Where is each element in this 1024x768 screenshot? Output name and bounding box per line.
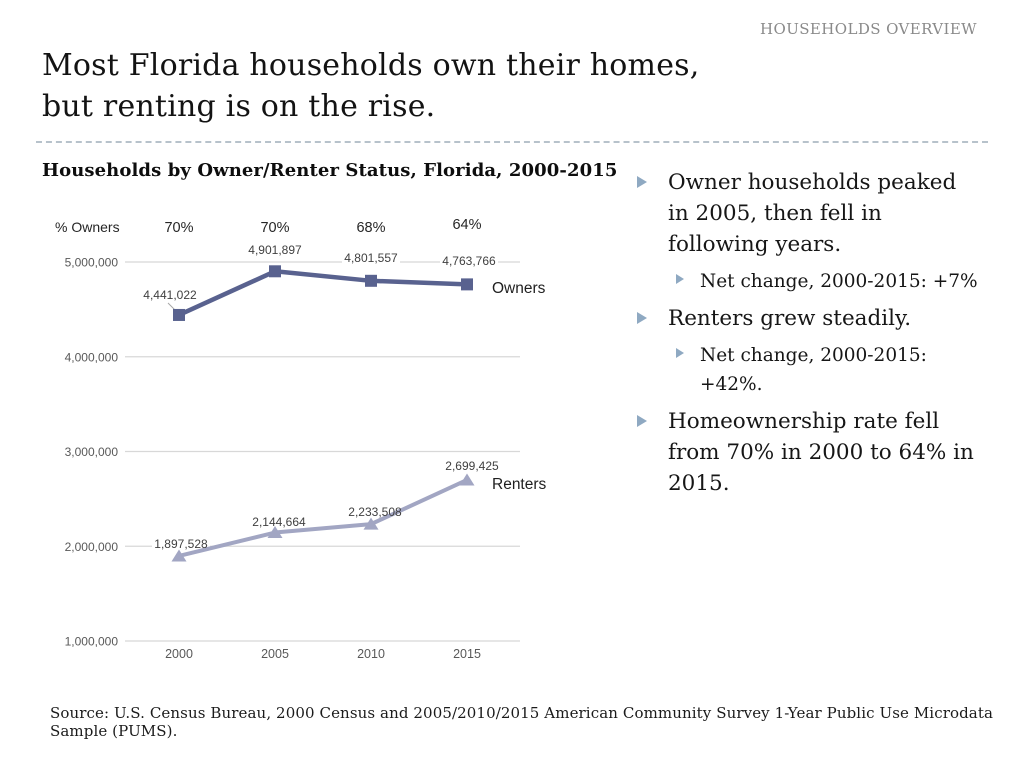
- y-tick-label: 2,000,000: [65, 540, 119, 554]
- data-label: 2,233,508: [348, 505, 402, 519]
- slide-title: Most Florida households own their homes,…: [42, 48, 700, 124]
- source-note: Source: U.S. Census Bureau, 2000 Census …: [50, 704, 994, 740]
- header-label: HOUSEHOLDS OVERVIEW: [760, 20, 977, 38]
- bullet-item: Homeownership rate fell from 70% in 2000…: [630, 406, 1014, 499]
- bullet-text: Homeownership rate fell from 70% in 2000…: [668, 409, 974, 496]
- y-tick-label: 3,000,000: [65, 445, 119, 459]
- bullet-text: Net change, 2000-2015: +7%: [700, 271, 978, 292]
- data-label: 4,801,557: [344, 251, 398, 265]
- data-point-marker: [365, 274, 377, 287]
- bullet-triangle-icon: [637, 415, 647, 427]
- percent-owners-label: % Owners: [55, 219, 120, 235]
- y-tick-label: 5,000,000: [65, 256, 119, 270]
- data-label: 2,699,425: [445, 459, 499, 473]
- series-label-renters: Renters: [492, 476, 547, 493]
- percent-owners-value: 68%: [356, 220, 385, 236]
- bullet-item: Net change, 2000-2015: +42%.: [630, 341, 1014, 399]
- series-label-owners: Owners: [492, 280, 546, 297]
- x-tick-label: 2005: [261, 647, 289, 661]
- bullet-item: Renters grew steadily.: [630, 303, 1014, 334]
- bullet-triangle-icon: [676, 348, 684, 358]
- data-point-marker: [461, 278, 473, 291]
- x-tick-label: 2015: [453, 647, 481, 661]
- y-tick-label: 1,000,000: [65, 635, 119, 649]
- chart-svg: 4,441,022 4,901,897 4,801,557 4,763,766 Owne…: [55, 217, 547, 661]
- data-label: 1,897,528: [154, 537, 208, 551]
- households-chart: 4,441,022 4,901,897 4,801,557 4,763,766 Owne…: [40, 192, 620, 677]
- bullet-item: Owner households peaked in 2005, then fe…: [630, 167, 1014, 260]
- x-tick-label: 2000: [165, 647, 193, 661]
- bullet-text: Net change, 2000-2015: +42%.: [700, 345, 927, 395]
- data-point-marker: [173, 308, 185, 321]
- percent-owners-value: 70%: [260, 220, 289, 236]
- bullet-triangle-icon: [637, 312, 647, 324]
- bullet-triangle-icon: [637, 176, 647, 188]
- bullet-list: Owner households peaked in 2005, then fe…: [630, 167, 1014, 506]
- data-label: 4,901,897: [248, 243, 302, 257]
- renters-series: [171, 473, 475, 562]
- data-label: 2,144,664: [252, 515, 306, 529]
- data-point-marker: [171, 549, 187, 562]
- data-point-marker: [363, 517, 379, 530]
- owners-series: [173, 265, 473, 321]
- separator-line: [36, 141, 988, 143]
- data-point-marker: [459, 473, 475, 486]
- bullet-triangle-icon: [676, 274, 684, 284]
- percent-owners-value: 64%: [452, 217, 481, 233]
- x-tick-label: 2010: [357, 647, 385, 661]
- data-point-marker: [269, 265, 281, 278]
- bullet-text: Owner households peaked in 2005, then fe…: [668, 170, 957, 257]
- chart-title: Households by Owner/Renter Status, Flori…: [42, 160, 618, 181]
- bullet-item: Net change, 2000-2015: +7%: [630, 267, 1014, 296]
- bullet-text: Renters grew steadily.: [668, 306, 912, 331]
- data-label: 4,763,766: [442, 254, 496, 268]
- y-tick-label: 4,000,000: [65, 350, 119, 364]
- data-label: 4,441,022: [143, 288, 197, 302]
- percent-owners-value: 70%: [164, 220, 193, 236]
- data-point-marker: [267, 526, 283, 539]
